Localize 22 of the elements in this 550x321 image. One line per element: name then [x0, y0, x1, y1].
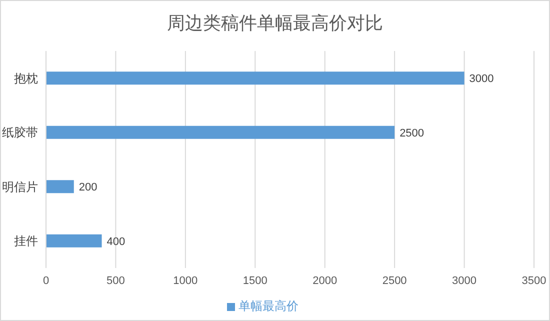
chart-title: 周边类稿件单幅最高价对比 [166, 12, 384, 35]
data-label: 2500 [400, 127, 424, 140]
data-label: 400 [106, 236, 126, 248]
x-tick-label: 3500 [522, 274, 546, 287]
bar [46, 72, 464, 85]
x-tick-label: 0 [42, 274, 50, 287]
y-tick-label: 纸胶带 [2, 126, 38, 140]
legend-label: 单幅最高价 [238, 299, 298, 313]
x-tick-label: 2500 [382, 274, 407, 287]
x-tick-label: 3000 [452, 274, 477, 287]
bar [46, 234, 102, 248]
y-tick-label: 挂件 [14, 234, 38, 248]
bar [46, 126, 395, 139]
data-label: 3000 [469, 73, 494, 86]
x-tick-label: 1500 [242, 274, 268, 287]
y-tick-label: 抱枕 [14, 71, 38, 86]
data-label: 200 [78, 182, 98, 194]
y-tick-label: 明信片 [2, 180, 38, 194]
x-tick-label: 500 [106, 274, 125, 287]
bar [46, 180, 74, 194]
x-tick-label: 1000 [173, 274, 198, 287]
x-tick-label: 2000 [312, 274, 338, 287]
